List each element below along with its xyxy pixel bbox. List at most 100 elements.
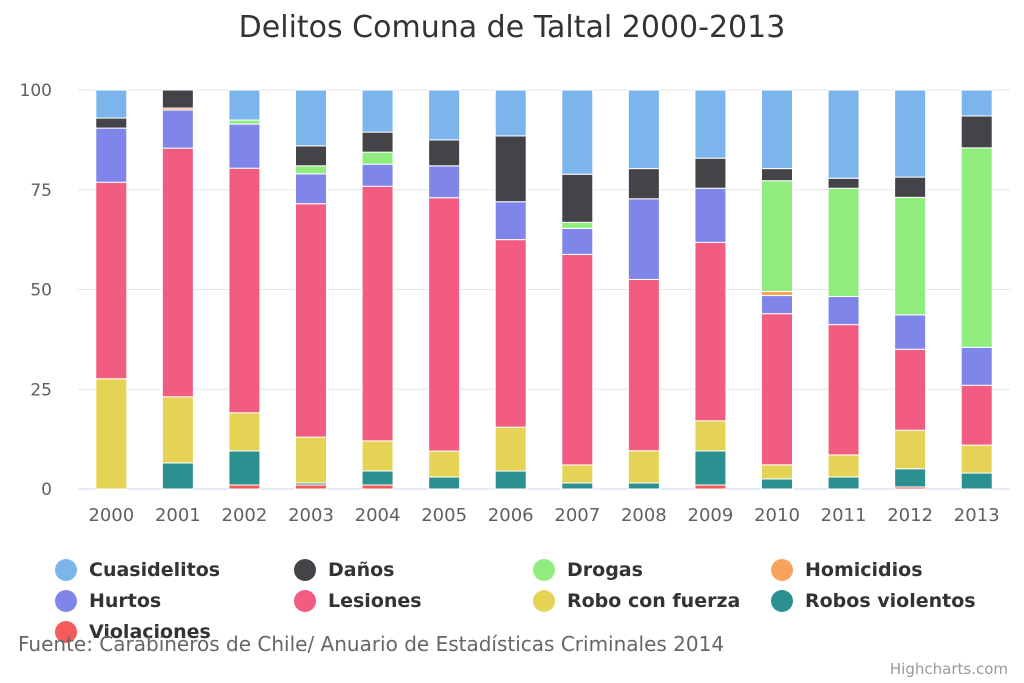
bar-segment bbox=[761, 313, 793, 466]
bar-segment bbox=[827, 177, 860, 189]
legend-marker-icon bbox=[55, 559, 77, 581]
bar-segment bbox=[161, 109, 194, 149]
legend-item[interactable]: Cuasidelitos bbox=[55, 557, 220, 583]
bar-segment bbox=[827, 187, 860, 298]
legend-marker-icon bbox=[55, 590, 77, 612]
bar-segment bbox=[894, 348, 927, 431]
bar-segment bbox=[295, 145, 327, 167]
bar-segment bbox=[561, 173, 594, 223]
bar-segment bbox=[694, 157, 727, 189]
legend-item[interactable]: Hurtos bbox=[55, 588, 161, 614]
bar-segment bbox=[627, 168, 660, 200]
legend-label: Robo con fuerza bbox=[567, 590, 741, 612]
legend-item[interactable]: Daños bbox=[294, 557, 394, 583]
bar-segment bbox=[361, 131, 394, 153]
bar-segment bbox=[161, 89, 194, 109]
bar-segment bbox=[561, 89, 594, 175]
y-tick-label: 25 bbox=[30, 380, 52, 400]
bar-segment bbox=[827, 89, 860, 179]
legend-label: Homicidios bbox=[805, 559, 923, 581]
bar-segment bbox=[361, 151, 394, 165]
bar-segment bbox=[228, 89, 261, 121]
x-tick-label: 2012 bbox=[887, 505, 933, 526]
y-tick-label: 0 bbox=[41, 480, 52, 500]
bar-segment bbox=[960, 472, 993, 490]
bar-segment bbox=[561, 253, 594, 466]
bar-segment bbox=[228, 484, 261, 490]
legend-marker-icon bbox=[294, 559, 316, 581]
bar-segment bbox=[361, 185, 394, 442]
source-caption: Fuente: Carabineros de Chile/ Anuario de… bbox=[18, 632, 725, 656]
legend-item[interactable]: Robos violentos bbox=[771, 588, 976, 614]
credits-link[interactable]: Highcharts.com bbox=[889, 660, 1008, 678]
bar-segment bbox=[960, 147, 993, 348]
bar-segment bbox=[161, 396, 194, 464]
bar-segment bbox=[428, 450, 461, 478]
legend-marker-icon bbox=[294, 590, 316, 612]
bar-segment bbox=[627, 450, 660, 484]
x-tick-label: 2002 bbox=[222, 505, 268, 526]
bar-segment bbox=[428, 197, 461, 452]
legend-item[interactable]: Drogas bbox=[533, 557, 643, 583]
bar-segment bbox=[827, 476, 860, 490]
bar-segment bbox=[161, 147, 194, 398]
legend-item[interactable]: Robo con fuerza bbox=[533, 588, 740, 614]
bar-segment bbox=[960, 444, 993, 474]
bar-segment bbox=[894, 429, 927, 470]
legend-item[interactable]: Violaciones bbox=[55, 619, 211, 645]
bar-segment bbox=[827, 454, 860, 478]
legend-marker-icon bbox=[55, 621, 77, 643]
legend-label: Hurtos bbox=[89, 590, 162, 612]
legend-marker-icon bbox=[533, 590, 555, 612]
bar-segment bbox=[361, 89, 394, 133]
bar-segment bbox=[627, 89, 660, 170]
bar-segment bbox=[761, 464, 793, 480]
bar-segment bbox=[627, 482, 660, 490]
bar-segment bbox=[428, 165, 461, 199]
y-tick-label: 50 bbox=[30, 281, 52, 301]
legend-marker-icon bbox=[533, 559, 555, 581]
bar-segment bbox=[428, 139, 461, 167]
legend-label: Drogas bbox=[567, 559, 643, 581]
bar-segment bbox=[694, 450, 727, 486]
x-tick-label: 2011 bbox=[821, 505, 867, 526]
bar-segment bbox=[894, 196, 927, 316]
bar-segment bbox=[761, 168, 793, 182]
bar-segment bbox=[694, 484, 727, 490]
legend-item[interactable]: Homicidios bbox=[771, 557, 923, 583]
bar-segment bbox=[95, 181, 128, 380]
legend-item[interactable]: Lesiones bbox=[294, 588, 422, 614]
x-tick-label: 2006 bbox=[488, 505, 534, 526]
bar-segment bbox=[295, 484, 327, 490]
bar-segment bbox=[761, 478, 793, 490]
bar-segment bbox=[95, 127, 128, 183]
legend-label: Cuasidelitos bbox=[89, 559, 221, 581]
bar-segment bbox=[295, 436, 327, 484]
bar-segment bbox=[428, 89, 461, 141]
legend-marker-icon bbox=[771, 559, 793, 581]
x-tick-label: 2005 bbox=[421, 505, 467, 526]
bar-segment bbox=[228, 450, 261, 486]
legend-label: Robos violentos bbox=[805, 590, 976, 612]
bar-segment bbox=[561, 227, 594, 255]
bar-segment bbox=[228, 412, 261, 452]
bar-segment bbox=[761, 291, 793, 297]
bar-segment bbox=[561, 464, 594, 484]
bar-segment bbox=[694, 89, 727, 159]
bar-segment bbox=[827, 324, 860, 456]
legend-marker-icon bbox=[771, 590, 793, 612]
y-tick-label: 75 bbox=[30, 181, 52, 201]
bar-segment bbox=[960, 115, 993, 149]
bar-segment bbox=[894, 89, 927, 178]
bar-segment bbox=[694, 187, 727, 243]
chart-title: Delitos Comuna de Taltal 2000-2013 bbox=[238, 10, 786, 45]
y-tick-label: 100 bbox=[20, 81, 52, 101]
legend-label: Lesiones bbox=[328, 590, 422, 612]
bar-segment bbox=[494, 201, 527, 241]
bar-segment bbox=[361, 470, 394, 486]
bar-segment bbox=[894, 176, 927, 198]
bar-segment bbox=[627, 278, 660, 452]
x-tick-label: 2009 bbox=[688, 505, 734, 526]
x-tick-label: 2000 bbox=[88, 505, 134, 526]
bar-segment bbox=[295, 89, 327, 147]
